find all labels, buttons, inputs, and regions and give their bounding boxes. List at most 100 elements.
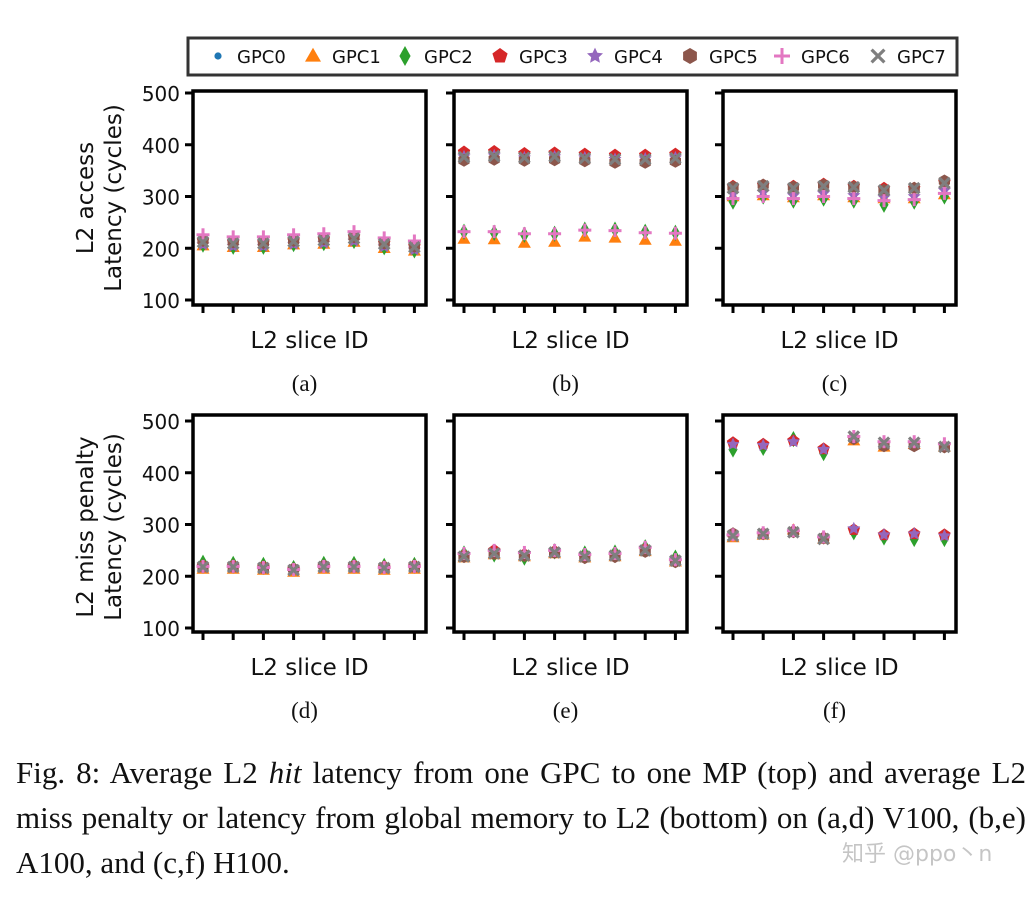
x-b xyxy=(287,235,300,248)
data-point-gpc6 xyxy=(578,223,592,237)
data-point-gpc7 xyxy=(787,525,800,539)
data-point-gpc6 xyxy=(726,192,740,206)
y-tick-label: 400 xyxy=(142,134,180,158)
x-b xyxy=(457,150,471,164)
x-b xyxy=(847,430,861,443)
data-point-gpc6 xyxy=(817,190,831,203)
x-b xyxy=(817,532,830,546)
data-point-gpc7 xyxy=(347,560,361,574)
panel-d: 100 200 300 400 500 L2 slice ID (d) xyxy=(142,410,428,723)
data-point-gpc7 xyxy=(548,150,561,163)
y-tick-label: 200 xyxy=(142,237,180,261)
data-point-gpc7 xyxy=(317,560,331,574)
y-axis-label: Latency (cycles) xyxy=(101,433,127,621)
legend-marker-x-icon xyxy=(870,48,886,64)
x-b xyxy=(938,176,951,190)
x-b xyxy=(317,560,331,574)
data-point-gpc7 xyxy=(726,181,740,195)
data-point-gpc7 xyxy=(377,237,391,251)
y-tick-label: 500 xyxy=(142,82,180,106)
x-b xyxy=(548,546,561,559)
caption-italic: hit xyxy=(268,755,302,790)
legend-marker-plus-icon xyxy=(774,48,790,64)
data-point-gpc7 xyxy=(347,232,361,245)
subfigure-label: (f) xyxy=(823,698,846,723)
x-b xyxy=(638,544,652,557)
subfigure-label: (d) xyxy=(291,698,318,723)
data-point-gpc6 xyxy=(317,227,331,241)
panel-e: L2 slice ID (e) xyxy=(446,413,689,723)
x-b xyxy=(726,529,740,543)
x-b xyxy=(756,527,770,541)
data-point-gpc7 xyxy=(257,561,270,575)
x-axis-label: L2 slice ID xyxy=(511,655,629,681)
data-point-gpc7 xyxy=(578,550,592,563)
data-point-gpc7 xyxy=(377,561,391,575)
data-point-gpc7 xyxy=(877,436,891,450)
plot-frame xyxy=(452,89,689,307)
plot-frame xyxy=(191,413,428,634)
subfigure-label: (b) xyxy=(552,371,579,396)
data-point-gpc7 xyxy=(938,176,951,190)
data-point-gpc7 xyxy=(638,152,652,166)
y-tick-label: 300 xyxy=(142,514,180,538)
data-point-gpc4 xyxy=(756,438,770,451)
data-point-gpc7 xyxy=(669,151,682,165)
data-point-gpc7 xyxy=(756,527,770,541)
legend-label: GPC7 xyxy=(897,47,946,68)
x-b xyxy=(907,436,921,450)
x-axis-label: L2 slice ID xyxy=(780,328,898,354)
x-b xyxy=(847,180,861,194)
data-point-gpc7 xyxy=(518,151,531,165)
data-point-gpc7 xyxy=(608,152,622,166)
data-point-gpc7 xyxy=(817,179,830,193)
x-axis-label: L2 slice ID xyxy=(511,328,629,354)
x-b xyxy=(487,547,501,560)
plot-frame xyxy=(721,413,958,634)
panel-f: L2 slice ID (f) xyxy=(715,413,958,723)
legend-marker-triangle-icon xyxy=(305,47,321,62)
data-point-gpc6 xyxy=(487,225,501,239)
data-point-gpc7 xyxy=(669,554,682,568)
x-b xyxy=(196,235,210,249)
data-point-gpc5 xyxy=(639,155,651,169)
data-point-gpc4 xyxy=(726,437,740,450)
data-point-gpc7 xyxy=(287,235,300,248)
data-point-gpc7 xyxy=(408,560,421,574)
data-point-gpc7 xyxy=(907,436,921,450)
x-b xyxy=(226,560,240,574)
y-tick-label: 400 xyxy=(142,462,180,486)
legend-marker-diamond-icon xyxy=(399,46,411,66)
subfigure-label: (e) xyxy=(553,698,579,723)
data-point-gpc6 xyxy=(256,230,270,244)
y-tick-label: 500 xyxy=(142,410,180,434)
subfigure-label: (c) xyxy=(822,371,848,396)
legend-marker-star-icon xyxy=(587,47,603,63)
legend-marker-hexagon-icon xyxy=(683,48,697,64)
data-point-gpc4 xyxy=(937,529,951,542)
data-point-gpc6 xyxy=(287,228,301,242)
x-b xyxy=(257,561,270,575)
x-b xyxy=(518,151,531,165)
x-b xyxy=(578,550,592,563)
data-point-gpc5 xyxy=(609,155,621,169)
x-b xyxy=(408,560,421,574)
x-b xyxy=(518,549,531,562)
data-point-gpc6 xyxy=(548,227,562,241)
y-axis-label: L2 access xyxy=(73,142,99,254)
x-b xyxy=(817,179,830,193)
data-point-gpc7 xyxy=(487,149,501,163)
x-b xyxy=(938,440,951,454)
legend-label: GPC5 xyxy=(709,47,758,68)
data-point-gpc7 xyxy=(847,430,861,443)
data-point-gpc4 xyxy=(817,442,831,455)
data-point-gpc5 xyxy=(488,152,500,166)
data-point-gpc7 xyxy=(756,179,770,193)
data-point-gpc7 xyxy=(847,180,861,194)
legend-marker-circle-icon xyxy=(214,52,222,60)
data-point-gpc7 xyxy=(726,529,740,543)
x-axis-label: L2 slice ID xyxy=(250,655,368,681)
legend-label: GPC2 xyxy=(424,47,473,68)
data-point-gpc6 xyxy=(226,230,240,244)
